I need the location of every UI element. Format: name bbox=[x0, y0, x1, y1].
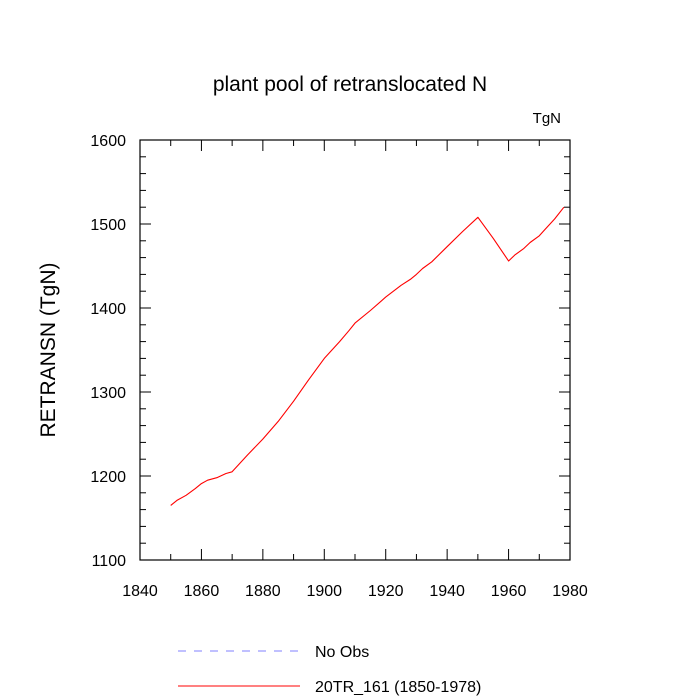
legend-label: No Obs bbox=[315, 644, 369, 661]
y-tick-label: 1500 bbox=[90, 217, 126, 234]
x-tick-label: 1880 bbox=[245, 583, 281, 600]
units-label: TgN bbox=[533, 110, 561, 127]
legend-label: 20TR_161 (1850-1978) bbox=[315, 679, 481, 696]
legend: No Obs 20TR_161 (1850-1978) bbox=[178, 644, 481, 696]
tick-labels: 1840 1860 1880 1900 1920 1940 1960 1980 1100 1200… bbox=[90, 133, 587, 600]
y-tick-label: 1200 bbox=[90, 469, 126, 486]
y-tick-label: 1100 bbox=[92, 553, 127, 570]
x-tick-label: 1860 bbox=[184, 583, 220, 600]
plot-frame bbox=[139, 139, 571, 561]
y-tick-label: 1300 bbox=[90, 385, 126, 402]
x-tick-label: 1980 bbox=[552, 583, 588, 600]
x-tick-label: 1960 bbox=[491, 583, 527, 600]
plot-border bbox=[139, 139, 571, 561]
x-tick-label: 1940 bbox=[429, 583, 465, 600]
x-tick-label: 1840 bbox=[122, 583, 158, 600]
y-tick-label: 1600 bbox=[90, 133, 126, 150]
x-tick-label: 1920 bbox=[368, 583, 404, 600]
axis-ticks bbox=[139, 139, 571, 561]
x-tick-label: 1900 bbox=[306, 583, 342, 600]
series-line bbox=[170, 206, 565, 506]
chart-title: plant pool of retranslocated N bbox=[213, 73, 487, 96]
y-tick-label: 1400 bbox=[90, 301, 126, 318]
series-group bbox=[170, 206, 565, 506]
y-axis-label: RETRANSN (TgN) bbox=[37, 262, 60, 437]
